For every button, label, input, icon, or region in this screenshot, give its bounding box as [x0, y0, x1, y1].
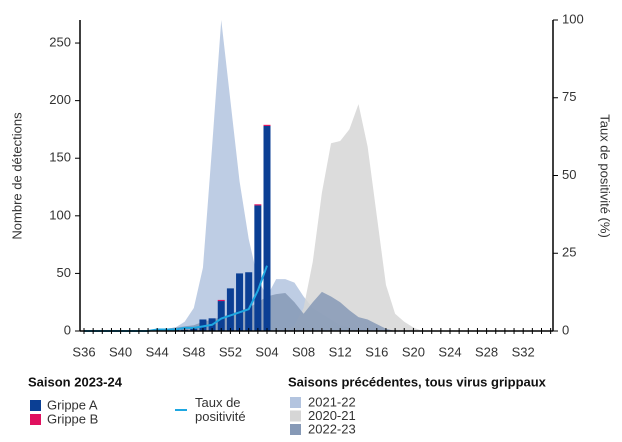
area: [84, 104, 551, 332]
legend-swatch: [290, 424, 301, 435]
bar: [245, 272, 253, 331]
y-tick-label: 150: [49, 150, 71, 165]
legend-label-box: Taux de positivité: [195, 396, 246, 424]
x-tick-label: S20: [402, 344, 425, 359]
plot-area: [84, 20, 551, 332]
y-tick-label: 50: [57, 265, 71, 280]
legend-title: Saisons précédentes, tous virus grippaux: [288, 374, 547, 389]
y2-axis-title: Taux de positivité (%): [598, 114, 613, 238]
x-tick-label: S04: [255, 344, 278, 359]
legend-label: Taux de positivité: [195, 396, 246, 424]
area: [84, 291, 551, 331]
y-axis-title: Nombre de détections: [9, 112, 24, 240]
x-tick-label: S36: [72, 344, 95, 359]
x-tick-label: S32: [512, 344, 535, 359]
legend-title: Saison 2023-24: [28, 374, 123, 389]
bar: [263, 124, 271, 126]
y2-tick-label: 25: [562, 245, 576, 260]
y-tick-label: 200: [49, 92, 71, 107]
legend-label: 2022-23: [308, 421, 356, 436]
y2-tick-label: 100: [562, 11, 584, 26]
bar: [254, 205, 262, 331]
y2-tick-label: 50: [562, 167, 576, 182]
legend-swatch: [290, 397, 301, 408]
x-tick-label: S52: [219, 344, 242, 359]
bar: [254, 204, 262, 206]
legend-label: 2020-21: [308, 408, 356, 423]
legend-swatch: [30, 414, 41, 425]
bar: [217, 301, 225, 331]
legend-label: Grippe B: [47, 411, 98, 426]
y-tick-label: 0: [64, 322, 71, 337]
bar: [226, 288, 234, 331]
x-tick-label: S12: [329, 344, 352, 359]
legend-swatch: [30, 400, 41, 411]
bar: [217, 299, 225, 302]
legend-label: Grippe A: [47, 397, 98, 412]
legend-swatch: [290, 410, 301, 422]
x-tick-label: S44: [146, 344, 169, 359]
bar: [236, 273, 244, 331]
y-tick-label: 100: [49, 207, 71, 222]
y2-tick-label: 0: [562, 322, 569, 337]
x-tick-label: S48: [182, 344, 205, 359]
x-tick-label: S24: [438, 344, 461, 359]
bar: [199, 319, 207, 331]
legend-label: 2021-22: [308, 394, 356, 409]
bar: [263, 125, 271, 331]
x-tick-label: S16: [365, 344, 388, 359]
y2-tick-label: 75: [562, 89, 576, 104]
x-tick-label: S08: [292, 344, 315, 359]
y-tick-label: 250: [49, 34, 71, 49]
x-tick-label: S28: [475, 344, 498, 359]
x-tick-label: S40: [109, 344, 132, 359]
